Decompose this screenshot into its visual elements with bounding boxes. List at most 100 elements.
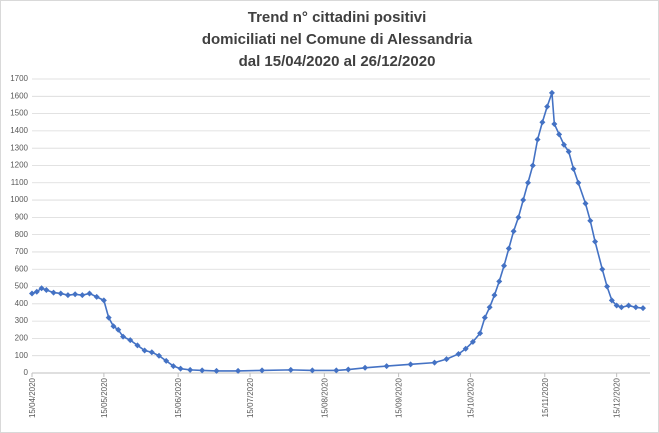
point	[587, 217, 594, 224]
point	[501, 262, 508, 269]
point	[625, 302, 632, 309]
point	[199, 367, 206, 374]
point	[551, 120, 558, 127]
y-tick-label: 1100	[11, 178, 29, 187]
point	[309, 367, 316, 374]
point	[29, 290, 35, 297]
point	[575, 179, 582, 186]
point	[148, 349, 155, 356]
point	[599, 266, 606, 273]
point	[455, 350, 462, 357]
chart-title: domiciliati nel Comune di Alessandria	[202, 31, 473, 48]
point	[383, 363, 390, 370]
point	[556, 131, 563, 138]
y-tick-label: 1500	[10, 109, 28, 118]
point	[481, 314, 488, 321]
point	[163, 357, 170, 364]
point	[604, 283, 611, 290]
point	[520, 197, 527, 204]
y-tick-label: 1600	[10, 91, 28, 100]
point	[592, 238, 599, 245]
point	[362, 364, 369, 371]
point	[105, 314, 112, 321]
x-tick-label: 15/07/2020	[246, 377, 255, 418]
point	[582, 200, 589, 207]
point	[141, 347, 148, 354]
x-tick-label: 15/05/2020	[100, 377, 109, 418]
y-tick-label: 1400	[10, 126, 28, 135]
point	[539, 119, 546, 126]
x-tick-label: 15/06/2020	[174, 377, 183, 418]
y-tick-label: 900	[15, 212, 29, 221]
y-tick-label: 500	[15, 282, 29, 291]
point	[43, 286, 50, 293]
y-tick-label: 300	[15, 316, 29, 325]
point	[469, 338, 476, 345]
y-tick-label: 0	[24, 368, 29, 377]
x-tick-label: 15/09/2020	[395, 377, 404, 418]
point	[134, 342, 141, 349]
point	[443, 356, 450, 363]
y-tick-label: 800	[15, 230, 29, 239]
x-tick-label: 15/08/2020	[320, 377, 329, 418]
point	[477, 330, 484, 337]
point	[187, 366, 194, 373]
point	[110, 323, 117, 330]
point	[259, 367, 266, 374]
point	[72, 291, 79, 298]
point	[86, 290, 93, 297]
point	[632, 304, 639, 311]
point	[618, 304, 625, 311]
point	[235, 367, 242, 374]
point	[177, 365, 184, 372]
x-tick-label: 15/12/2020	[613, 377, 622, 418]
x-tick-label: 15/10/2020	[466, 377, 475, 418]
point	[510, 228, 517, 235]
y-tick-label: 1000	[10, 195, 28, 204]
point	[608, 297, 615, 304]
point	[33, 288, 40, 295]
point	[100, 297, 107, 304]
point	[127, 337, 134, 344]
point	[79, 292, 86, 299]
point	[50, 289, 57, 296]
y-tick-label: 600	[15, 264, 29, 273]
point	[565, 148, 572, 155]
x-tick-label: 15/04/2020	[28, 377, 37, 418]
point	[515, 214, 522, 221]
y-tick-label: 700	[15, 247, 29, 256]
point	[491, 292, 498, 299]
point	[333, 367, 340, 374]
point	[170, 363, 177, 370]
point	[64, 292, 71, 299]
point	[524, 179, 531, 186]
y-tick-label: 400	[15, 299, 29, 308]
x-tick-label: 15/11/2020	[541, 377, 550, 417]
point	[407, 361, 414, 368]
point	[213, 367, 220, 374]
point	[570, 165, 577, 172]
y-tick-label: 1700	[10, 74, 28, 83]
point	[345, 366, 352, 373]
point	[431, 359, 438, 366]
point	[544, 103, 551, 110]
point	[640, 305, 646, 312]
point	[115, 326, 122, 333]
y-tick-label: 100	[15, 351, 29, 360]
chart-title: Trend n° cittadini positivi	[248, 9, 427, 26]
y-tick-label: 1200	[10, 161, 28, 170]
point	[287, 366, 294, 373]
point	[613, 302, 620, 309]
point	[57, 290, 64, 297]
point	[529, 162, 536, 169]
y-tick-label: 1300	[10, 143, 28, 152]
point	[534, 136, 541, 143]
y-tick-label: 200	[15, 334, 29, 343]
chart-title: dal 15/04/2020 al 26/12/2020	[239, 53, 436, 70]
point	[93, 293, 100, 300]
point	[560, 141, 567, 148]
point	[38, 285, 45, 292]
point	[462, 345, 469, 352]
